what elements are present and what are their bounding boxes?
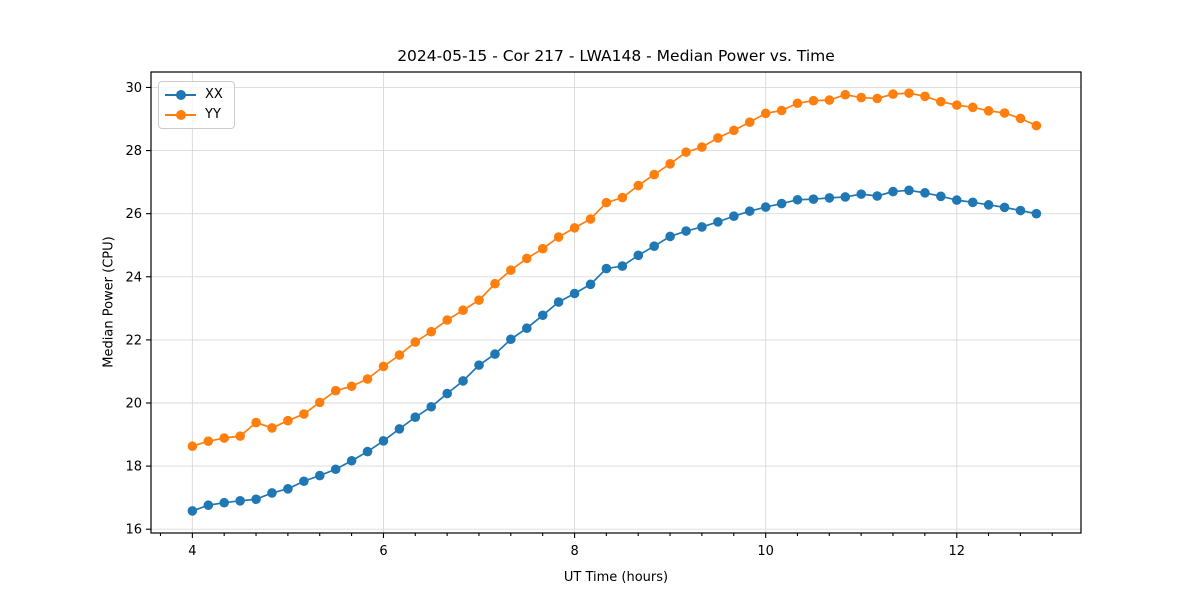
svg-text:28: 28 [125, 144, 142, 159]
legend: XX YY [158, 81, 235, 129]
legend-label-yy: YY [205, 107, 221, 122]
tick-labels: 4 6 8 10 12 16 18 20 22 24 26 28 30 [125, 81, 965, 559]
svg-text:20: 20 [125, 396, 142, 411]
svg-text:10: 10 [757, 544, 774, 559]
gridlines [151, 72, 1081, 533]
svg-text:22: 22 [125, 333, 142, 348]
chart-title: 2024-05-15 - Cor 217 - LWA148 - Median P… [397, 47, 835, 65]
svg-text:24: 24 [125, 270, 142, 285]
legend-item-yy: YY [165, 108, 223, 122]
legend-label-xx: XX [205, 87, 223, 102]
series-xx-line-swatch [165, 90, 196, 100]
series-xx [187, 185, 1042, 516]
svg-text:12: 12 [949, 544, 966, 559]
svg-text:16: 16 [125, 523, 142, 538]
svg-text:26: 26 [125, 207, 142, 222]
series-xx-marker-icon [175, 90, 186, 100]
series-yy [187, 88, 1042, 452]
svg-text:6: 6 [379, 544, 387, 559]
axes-frame [150, 71, 1082, 534]
svg-text:8: 8 [570, 544, 578, 559]
svg-text:4: 4 [188, 544, 196, 559]
series-yy-marker-icon [175, 110, 186, 120]
x-axis-label: UT Time (hours) [563, 570, 669, 585]
svg-text:18: 18 [125, 460, 142, 475]
y-axis-label: Median Power (CPU) [101, 236, 117, 368]
series-yy-line-swatch [165, 110, 196, 120]
svg-text:30: 30 [125, 81, 142, 96]
axis-ticks [146, 86, 1053, 538]
legend-item-xx: XX [165, 88, 223, 102]
